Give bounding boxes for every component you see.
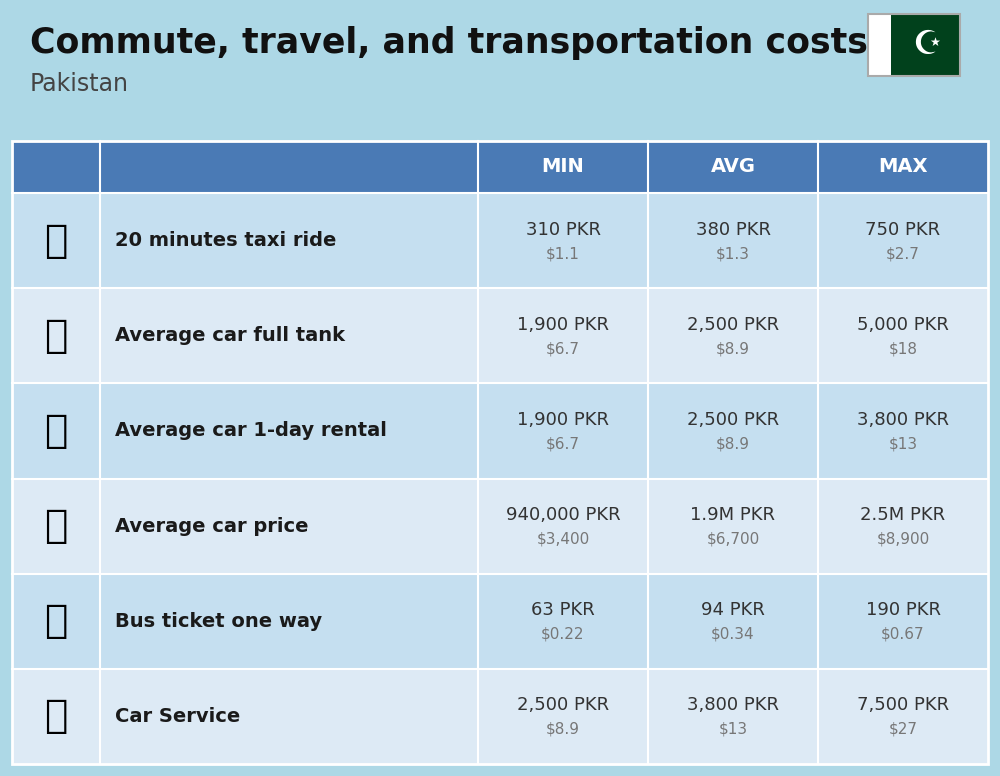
FancyBboxPatch shape — [891, 14, 960, 76]
Text: 1,900 PKR: 1,900 PKR — [517, 411, 609, 429]
Text: $8.9: $8.9 — [716, 341, 750, 356]
Text: $1.3: $1.3 — [716, 246, 750, 261]
Text: 🚗: 🚗 — [44, 507, 68, 545]
Text: 🚕: 🚕 — [44, 222, 68, 260]
Text: Pakistan: Pakistan — [30, 72, 129, 96]
Text: 750 PKR: 750 PKR — [865, 220, 941, 238]
Text: 1.9M PKR: 1.9M PKR — [690, 506, 776, 524]
Text: 940,000 PKR: 940,000 PKR — [506, 506, 620, 524]
Text: 3,800 PKR: 3,800 PKR — [857, 411, 949, 429]
Text: Average car 1-day rental: Average car 1-day rental — [115, 421, 387, 441]
Text: 🚌: 🚌 — [44, 602, 68, 640]
Text: ☪: ☪ — [912, 29, 942, 61]
FancyBboxPatch shape — [868, 14, 891, 76]
Text: 94 PKR: 94 PKR — [701, 601, 765, 619]
Text: $6.7: $6.7 — [546, 436, 580, 452]
FancyBboxPatch shape — [12, 383, 988, 479]
FancyBboxPatch shape — [12, 479, 988, 573]
FancyBboxPatch shape — [12, 141, 988, 193]
Text: $0.34: $0.34 — [711, 627, 755, 642]
Text: $8,900: $8,900 — [876, 532, 930, 546]
Text: Bus ticket one way: Bus ticket one way — [115, 611, 322, 631]
FancyBboxPatch shape — [12, 288, 988, 383]
FancyBboxPatch shape — [12, 193, 988, 288]
Text: $0.22: $0.22 — [541, 627, 585, 642]
Text: AVG: AVG — [710, 158, 756, 176]
Text: 63 PKR: 63 PKR — [531, 601, 595, 619]
Text: 2,500 PKR: 2,500 PKR — [687, 411, 779, 429]
Text: $27: $27 — [889, 722, 918, 737]
Text: 2,500 PKR: 2,500 PKR — [687, 316, 779, 334]
Text: $13: $13 — [718, 722, 748, 737]
Text: Average car full tank: Average car full tank — [115, 326, 345, 345]
Text: Car Service: Car Service — [115, 707, 240, 726]
Text: $13: $13 — [888, 436, 918, 452]
FancyBboxPatch shape — [12, 669, 988, 764]
Text: $1.1: $1.1 — [546, 246, 580, 261]
Text: 5,000 PKR: 5,000 PKR — [857, 316, 949, 334]
Text: ⛽: ⛽ — [44, 317, 68, 355]
Text: 190 PKR: 190 PKR — [866, 601, 940, 619]
Text: $0.67: $0.67 — [881, 627, 925, 642]
Text: 1,900 PKR: 1,900 PKR — [517, 316, 609, 334]
FancyBboxPatch shape — [12, 573, 988, 669]
Text: $18: $18 — [889, 341, 918, 356]
Text: Commute, travel, and transportation costs: Commute, travel, and transportation cost… — [30, 26, 868, 60]
Text: $8.9: $8.9 — [546, 722, 580, 737]
Text: $2.7: $2.7 — [886, 246, 920, 261]
Text: 2.5M PKR: 2.5M PKR — [860, 506, 946, 524]
Text: $6,700: $6,700 — [706, 532, 760, 546]
Text: 310 PKR: 310 PKR — [526, 220, 600, 238]
Text: $6.7: $6.7 — [546, 341, 580, 356]
Text: MIN: MIN — [542, 158, 584, 176]
Text: 7,500 PKR: 7,500 PKR — [857, 696, 949, 715]
Text: MAX: MAX — [878, 158, 928, 176]
Text: 2,500 PKR: 2,500 PKR — [517, 696, 609, 715]
Text: $3,400: $3,400 — [536, 532, 590, 546]
Text: 3,800 PKR: 3,800 PKR — [687, 696, 779, 715]
Text: 🚙: 🚙 — [44, 412, 68, 450]
Text: Average car price: Average car price — [115, 517, 308, 535]
Text: $8.9: $8.9 — [716, 436, 750, 452]
Text: 🛠: 🛠 — [44, 698, 68, 736]
Text: 380 PKR: 380 PKR — [696, 220, 770, 238]
Text: 20 minutes taxi ride: 20 minutes taxi ride — [115, 231, 336, 250]
